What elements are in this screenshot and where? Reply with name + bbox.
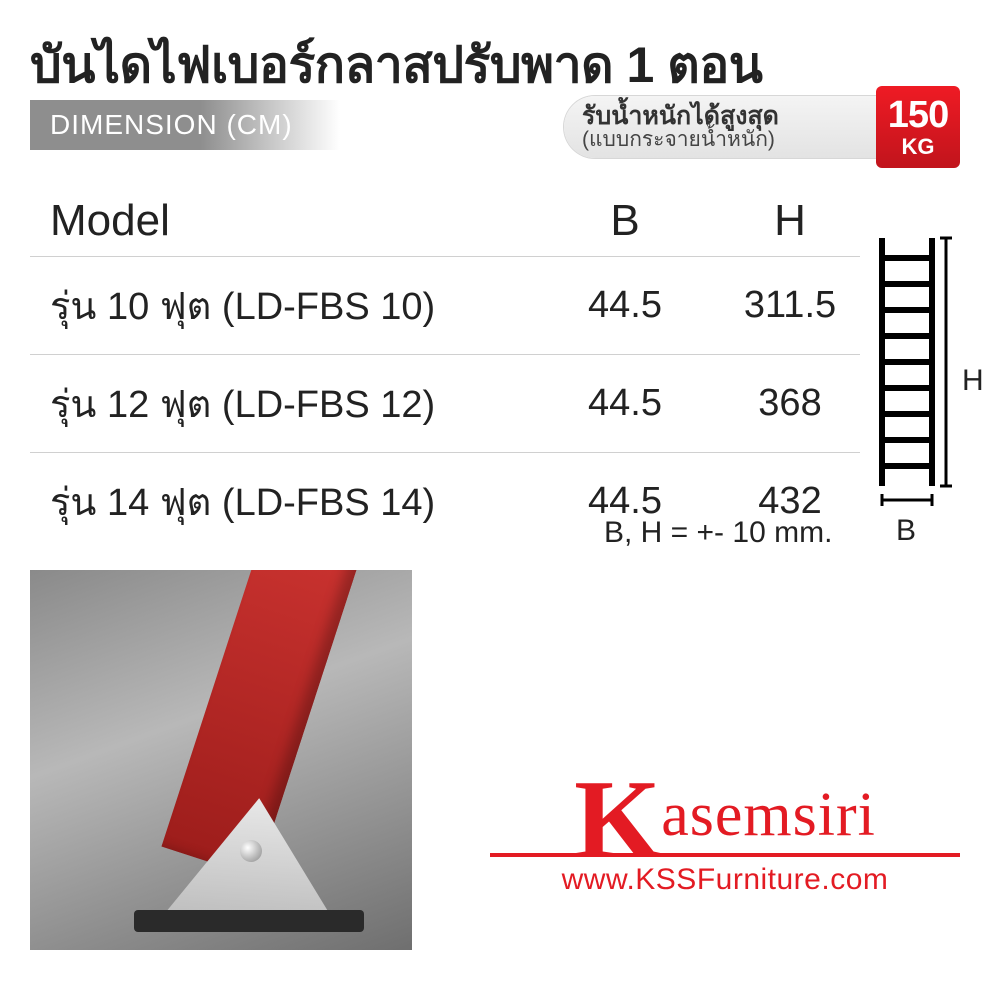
col-header-model: Model: [50, 196, 550, 246]
brand-underline: [490, 853, 960, 857]
max-weight-line2: (แบบกระจายน้ำหนัก): [582, 129, 779, 151]
brand-rest: asemsiri: [661, 781, 876, 849]
col-header-h: H: [700, 196, 880, 246]
max-weight-value: 150: [888, 96, 948, 134]
cell-model: รุ่น 14 ฟุต (LD-FBS 14): [50, 471, 550, 532]
ladder-icon: [874, 234, 954, 514]
brand-logo: Kasemsiri www.KSSFurniture.com: [490, 754, 960, 897]
diagram-b-label: B: [896, 514, 916, 548]
photo-foot: [134, 910, 364, 932]
max-weight-line1: รับน้ำหนักได้สูงสุด: [582, 103, 779, 129]
spec-table: Model B H รุ่น 10 ฟุต (LD-FBS 10) 44.5 3…: [30, 182, 860, 550]
diagram-h-label: H: [962, 364, 984, 398]
cell-b: 44.5: [550, 284, 700, 327]
table-row: รุ่น 10 ฟุต (LD-FBS 10) 44.5 311.5: [30, 256, 860, 354]
page-title: บันไดไฟเบอร์กลาสปรับพาด 1 ตอน: [30, 26, 762, 105]
brand-initial: K: [574, 776, 661, 866]
table-header: Model B H: [30, 182, 860, 256]
table-row: รุ่น 12 ฟุต (LD-FBS 12) 44.5 368: [30, 354, 860, 452]
ladder-diagram: H B: [874, 234, 954, 514]
cell-model: รุ่น 10 ฟุต (LD-FBS 10): [50, 275, 550, 336]
max-weight-pill: รับน้ำหนักได้สูงสุด (แบบกระจายน้ำหนัก): [564, 96, 919, 158]
max-weight-badge: 150 KG: [876, 86, 960, 168]
cell-model: รุ่น 12 ฟุต (LD-FBS 12): [50, 373, 550, 434]
brand-url: www.KSSFurniture.com: [490, 863, 960, 897]
dimension-label-bar: DIMENSION (CM): [30, 100, 340, 150]
max-weight-unit: KG: [902, 136, 935, 158]
col-header-b: B: [550, 196, 700, 246]
cell-h: 311.5: [700, 284, 880, 327]
tolerance-note: B, H = +- 10 mm.: [604, 516, 832, 550]
product-photo: [30, 570, 412, 950]
max-weight-text: รับน้ำหนักได้สูงสุด (แบบกระจายน้ำหนัก): [582, 103, 779, 151]
cell-h: 368: [700, 382, 880, 425]
photo-bolt: [240, 840, 262, 862]
cell-b: 44.5: [550, 382, 700, 425]
brand-name: Kasemsiri: [490, 754, 960, 851]
